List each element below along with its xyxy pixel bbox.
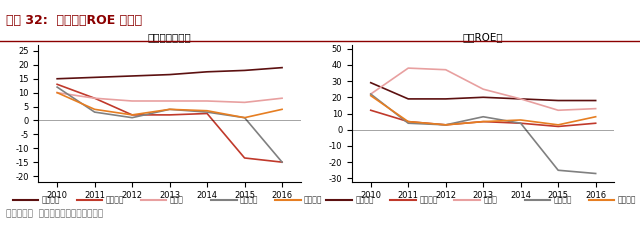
- Text: 伊之密: 伊之密: [483, 195, 497, 204]
- Text: 海天国际: 海天国际: [355, 195, 374, 204]
- Title: 海天净利润率高: 海天净利润率高: [148, 32, 191, 42]
- Text: 伊之密: 伊之密: [170, 195, 184, 204]
- Text: 图表 32:  净利率和ROE 均较高: 图表 32: 净利率和ROE 均较高: [6, 14, 143, 27]
- Text: 大同机械: 大同机械: [554, 195, 572, 204]
- Text: 海天国际: 海天国际: [42, 195, 60, 204]
- Text: 力劲科技: 力劲科技: [618, 195, 636, 204]
- Text: 震雄集团: 震雄集团: [419, 195, 438, 204]
- Text: 资料来源：  公司数据，中金公司研究部: 资料来源： 公司数据，中金公司研究部: [6, 209, 104, 218]
- Text: 大同机械: 大同机械: [240, 195, 259, 204]
- Text: 力劲科技: 力劲科技: [304, 195, 323, 204]
- Text: 震雄集团: 震雄集团: [106, 195, 124, 204]
- Title: 海天ROE高: 海天ROE高: [463, 32, 504, 42]
